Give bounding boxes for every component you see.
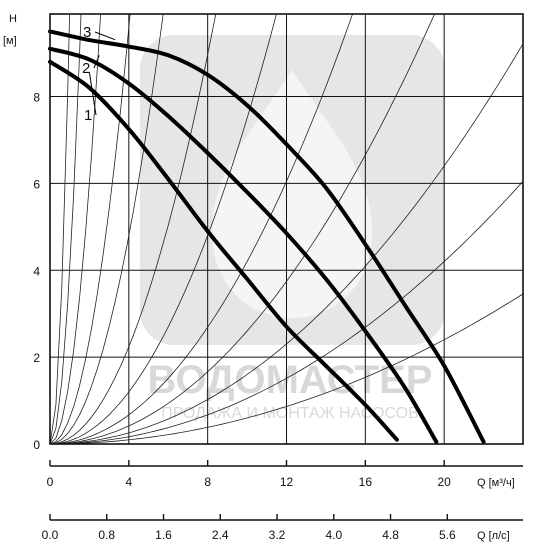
x-tick-label: 8 <box>204 475 211 489</box>
x-axis-label: Q [м³/ч] <box>477 477 515 489</box>
y-axis-label: H <box>9 13 17 25</box>
x2-tick-label: 2.4 <box>212 528 229 542</box>
x2-tick-label: 0.0 <box>42 528 59 542</box>
system-curve <box>49 13 353 445</box>
system-curve <box>49 13 101 445</box>
pump-curve-1 <box>48 59 399 442</box>
x-tick-label: 16 <box>359 475 373 489</box>
system-curves <box>49 13 524 445</box>
y-tick-label: 6 <box>33 177 40 191</box>
system-curve <box>50 293 524 445</box>
y-tick-label: 2 <box>33 351 40 365</box>
y-axis-unit: [м] <box>3 35 17 47</box>
watermark-drop-icon <box>212 70 372 318</box>
plot-frame <box>49 13 524 445</box>
curve-label-2: 2 <box>82 60 90 77</box>
watermark-tagline: ПРОДАЖА И МОНТАЖ НАСОСОВ <box>161 405 419 422</box>
pump-curve-2 <box>48 46 439 444</box>
watermark: ВОДОМАСТЕР ПРОДАЖА И МОНТАЖ НАСОСОВ <box>140 35 445 422</box>
system-curve <box>49 13 277 445</box>
x2-tick-label: 1.6 <box>155 528 172 542</box>
system-curve <box>50 181 524 445</box>
system-curve <box>49 13 82 445</box>
curve-label-1: 1 <box>84 107 92 124</box>
x2-tick-label: 3.2 <box>269 528 286 542</box>
axis-ticks: 0 4 8 12 16 20 0.0 0.8 1.6 2.4 3.2 4.0 4.8 5.6 0 2 4 6 8 <box>33 91 523 542</box>
x-tick-label: 0 <box>47 475 54 489</box>
x2-tick-label: 5.6 <box>439 528 456 542</box>
system-curve <box>49 13 217 445</box>
y-tick-label: 8 <box>33 91 40 105</box>
x2-tick-label: 4.8 <box>382 528 399 542</box>
grid <box>50 14 523 444</box>
system-curve <box>49 13 164 445</box>
system-curve <box>49 43 524 445</box>
system-curve <box>49 13 131 445</box>
pump-curves: 1 2 3 <box>48 24 486 444</box>
x-tick-label: 4 <box>125 475 132 489</box>
system-curve <box>49 13 70 445</box>
curve-label-leader <box>94 31 116 41</box>
pump-curve-3 <box>48 29 486 444</box>
y-tick-label: 4 <box>33 264 40 278</box>
curve-label-leader <box>88 72 97 116</box>
curve-label-leader <box>93 55 100 69</box>
y-tick-label: 0 <box>33 438 40 452</box>
system-curve <box>49 13 435 445</box>
watermark-brand: ВОДОМАСТЕР <box>148 358 433 402</box>
x-tick-label: 20 <box>437 475 451 489</box>
curve-label-3: 3 <box>83 24 91 41</box>
x2-tick-label: 0.8 <box>98 528 115 542</box>
x2-axis-label: Q [л/с] <box>477 530 510 542</box>
x-tick-label: 12 <box>280 475 294 489</box>
x2-tick-label: 4.0 <box>325 528 342 542</box>
